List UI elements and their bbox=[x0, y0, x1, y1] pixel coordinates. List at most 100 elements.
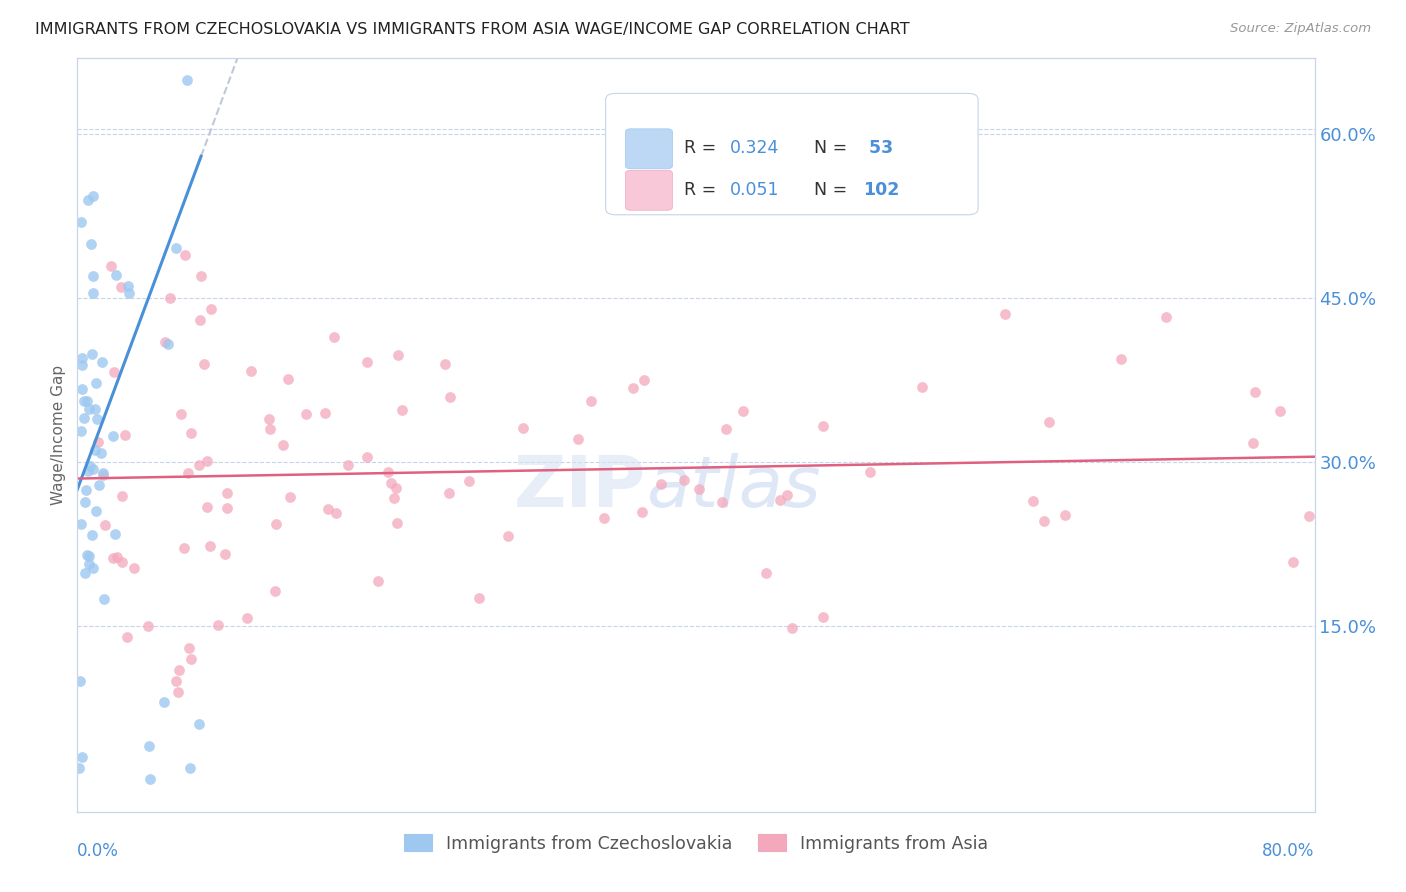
Point bbox=[111, 489, 134, 503]
Point bbox=[77, 402, 100, 417]
Point bbox=[1298, 508, 1320, 523]
Point bbox=[138, 619, 160, 633]
Point bbox=[117, 630, 139, 644]
Text: R =: R = bbox=[683, 181, 721, 199]
Text: N =: N = bbox=[814, 139, 852, 157]
Point bbox=[82, 286, 104, 301]
Point bbox=[173, 247, 195, 261]
Point bbox=[82, 347, 104, 361]
Point bbox=[67, 761, 90, 775]
Point bbox=[780, 621, 803, 635]
Point bbox=[1243, 385, 1265, 400]
Point bbox=[77, 464, 100, 478]
Point bbox=[631, 504, 654, 518]
Point bbox=[73, 495, 96, 509]
Point bbox=[468, 591, 491, 605]
Point bbox=[236, 611, 259, 625]
Point bbox=[264, 516, 287, 531]
Point bbox=[82, 269, 104, 284]
Point bbox=[859, 465, 882, 479]
Point bbox=[117, 278, 139, 293]
FancyBboxPatch shape bbox=[626, 128, 672, 169]
Point bbox=[77, 549, 100, 563]
Point bbox=[567, 432, 589, 446]
Point bbox=[188, 313, 211, 327]
Point bbox=[240, 364, 263, 378]
Point bbox=[377, 465, 399, 479]
Point bbox=[187, 717, 209, 731]
Point bbox=[179, 761, 201, 775]
Point bbox=[104, 268, 127, 282]
Text: 53: 53 bbox=[863, 139, 893, 157]
Point bbox=[167, 663, 190, 677]
Point bbox=[84, 376, 107, 390]
Text: Source: ZipAtlas.com: Source: ZipAtlas.com bbox=[1230, 22, 1371, 36]
Text: 102: 102 bbox=[863, 181, 900, 199]
Point bbox=[104, 527, 127, 541]
Point bbox=[73, 411, 96, 425]
Point bbox=[579, 394, 602, 409]
Point bbox=[73, 393, 96, 408]
Point bbox=[169, 408, 191, 422]
Text: atlas: atlas bbox=[647, 453, 821, 522]
Point bbox=[93, 466, 115, 480]
Point bbox=[166, 684, 188, 698]
Point bbox=[82, 561, 104, 575]
Point bbox=[90, 355, 112, 369]
Point bbox=[716, 421, 738, 435]
Point bbox=[124, 560, 146, 574]
Text: R =: R = bbox=[683, 139, 721, 157]
Point bbox=[82, 189, 104, 203]
Point bbox=[180, 652, 202, 666]
Point bbox=[138, 739, 160, 754]
Point bbox=[93, 468, 115, 483]
Point bbox=[70, 358, 93, 372]
Point bbox=[1241, 435, 1264, 450]
Point bbox=[187, 458, 209, 472]
Point bbox=[101, 429, 124, 443]
Point bbox=[273, 438, 295, 452]
Point bbox=[1038, 415, 1060, 429]
Point bbox=[159, 291, 181, 305]
Point bbox=[672, 473, 695, 487]
Point bbox=[165, 673, 187, 688]
Point bbox=[80, 528, 103, 542]
Point bbox=[195, 500, 218, 515]
Point bbox=[1154, 310, 1177, 324]
Point bbox=[733, 403, 755, 417]
Point bbox=[173, 541, 195, 555]
Text: ZIP: ZIP bbox=[515, 453, 647, 522]
Point bbox=[70, 351, 93, 365]
Point bbox=[277, 372, 299, 386]
Point bbox=[101, 551, 124, 566]
Point bbox=[215, 501, 238, 516]
Point bbox=[86, 412, 108, 426]
Point bbox=[217, 486, 239, 500]
Point bbox=[100, 259, 122, 273]
Point bbox=[176, 72, 198, 87]
Text: 0.0%: 0.0% bbox=[77, 842, 120, 860]
Point bbox=[103, 365, 125, 379]
Point bbox=[322, 330, 344, 344]
Point bbox=[76, 548, 98, 562]
Point bbox=[259, 422, 281, 436]
Point bbox=[314, 406, 336, 420]
Point bbox=[83, 402, 105, 417]
Point bbox=[295, 407, 318, 421]
Point bbox=[257, 411, 280, 425]
Point bbox=[811, 419, 834, 434]
Point bbox=[153, 696, 176, 710]
Point bbox=[385, 481, 408, 495]
Point bbox=[79, 459, 101, 474]
Point bbox=[769, 493, 792, 508]
Point bbox=[69, 517, 91, 532]
Legend: Immigrants from Czechoslovakia, Immigrants from Asia: Immigrants from Czechoslovakia, Immigran… bbox=[396, 828, 995, 860]
Point bbox=[278, 491, 301, 505]
Y-axis label: Wage/Income Gap: Wage/Income Gap bbox=[51, 365, 66, 505]
Point bbox=[621, 381, 644, 395]
Text: 0.324: 0.324 bbox=[730, 139, 779, 157]
Point bbox=[153, 334, 176, 349]
Point bbox=[77, 193, 100, 207]
Text: N =: N = bbox=[814, 181, 852, 199]
Point bbox=[496, 528, 519, 542]
